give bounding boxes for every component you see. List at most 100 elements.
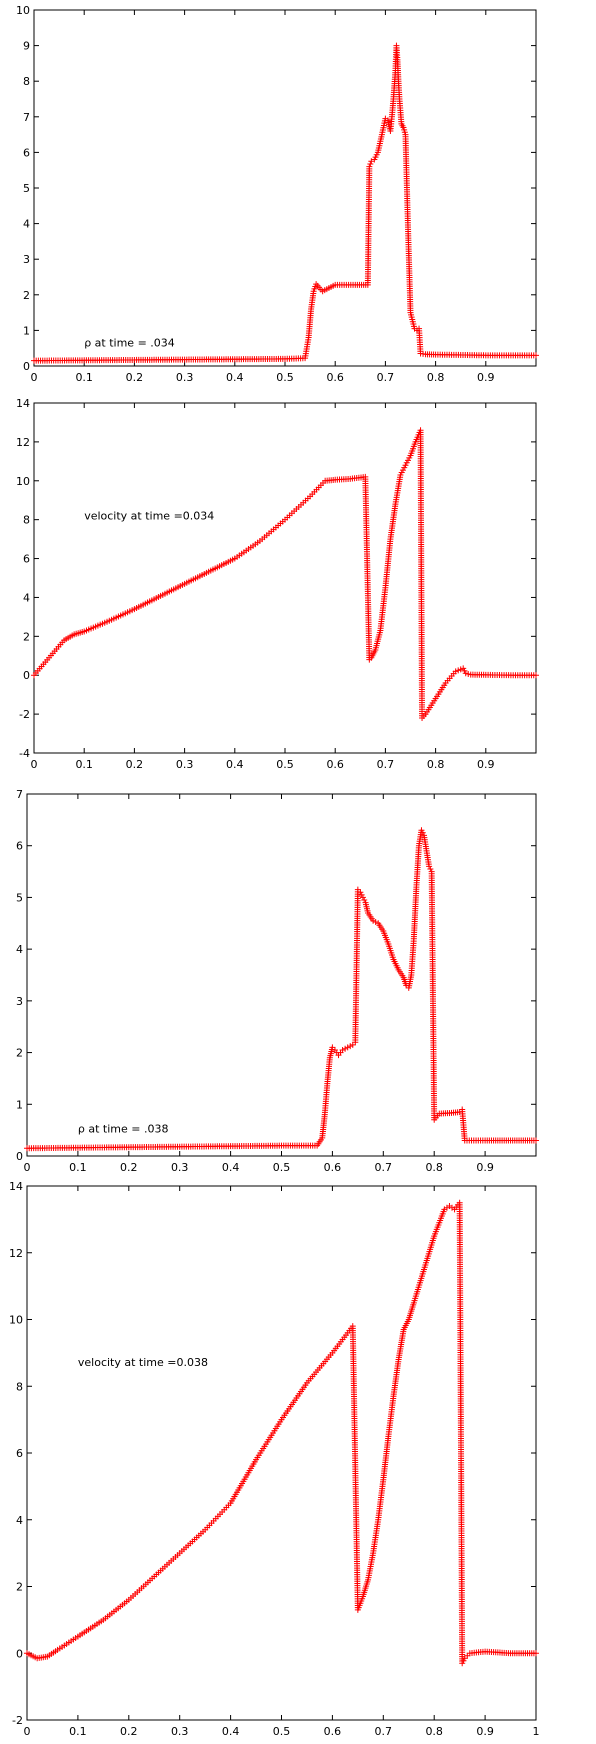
y-tick: 6: [23, 146, 536, 159]
y-tick: 3: [16, 995, 536, 1008]
y-tick-label: 14: [16, 397, 30, 410]
x-tick: 0: [31, 403, 38, 771]
y-tick-label: 6: [16, 1447, 23, 1460]
data-point: [533, 352, 539, 359]
x-tick-label: 0: [31, 758, 38, 771]
x-tick: 0.5: [273, 794, 291, 1174]
y-tick: 10: [16, 475, 536, 488]
x-tick-label: 0.6: [324, 1161, 342, 1174]
x-tick: 0.9: [476, 794, 494, 1174]
x-tick: 0.1: [75, 403, 93, 771]
velocity-chart-t038: 0 0.1 0.2 0.3 0.4 0.5 0.6 0.7 0.8 0.9 1-2024681012…: [9, 1180, 540, 1738]
x-tick: 0.1: [69, 794, 87, 1174]
x-tick-label: 0.7: [377, 371, 395, 384]
data-point: [452, 668, 459, 675]
y-tick: 8: [16, 1380, 536, 1393]
y-tick-label: 14: [9, 1180, 23, 1193]
y-tick-label: -2: [19, 708, 30, 721]
velocity-chart-t034: 0 0.1 0.2 0.3 0.4 0.5 0.6 0.7 0.8 0.9 -4 -2 0 2 4 6 8 10 1…: [16, 397, 539, 771]
y-tick: -2: [12, 1714, 536, 1727]
y-tick-label: 8: [23, 75, 30, 88]
y-tick-label: 12: [9, 1247, 23, 1260]
x-tick-label: 0.9: [476, 1725, 494, 1738]
y-tick: 0: [16, 1150, 536, 1163]
data-point: [464, 1652, 471, 1659]
x-tick-label: 0.7: [375, 1725, 393, 1738]
plot-annotation: ρ at time = .038: [78, 1123, 169, 1136]
y-tick: 14: [16, 397, 536, 410]
y-tick-label: -4: [19, 747, 30, 760]
y-tick-label: 4: [23, 591, 30, 604]
data-series: [24, 827, 539, 1152]
x-tick-label: 0.7: [377, 758, 395, 771]
x-tick: 0.7: [377, 10, 395, 384]
y-tick-label: 9: [23, 40, 30, 53]
data-point: [461, 1655, 468, 1662]
data-point: [418, 827, 425, 834]
plot-frame: [33, 9, 537, 367]
x-tick: 0.4: [226, 10, 244, 384]
y-tick-label: 8: [23, 514, 30, 527]
data-point: [344, 1044, 351, 1051]
data-point: [455, 667, 462, 674]
y-tick: 0: [16, 1647, 536, 1660]
data-point: [427, 865, 434, 872]
x-tick: 0.1: [69, 1186, 87, 1738]
x-tick-label: 0.9: [477, 758, 495, 771]
y-tick-label: 0: [16, 1150, 23, 1163]
y-tick: 12: [16, 436, 536, 449]
y-tick-label: 2: [16, 1047, 23, 1060]
x-tick: 0.6: [324, 1186, 341, 1738]
y-tick: 9: [23, 40, 536, 53]
y-tick-label: 1: [23, 324, 30, 337]
y-tick-label: 10: [16, 475, 30, 488]
x-tick: 0.2: [120, 1186, 138, 1738]
y-tick-label: 2: [16, 1581, 23, 1594]
x-tick-label: 0.4: [226, 371, 244, 384]
x-tick: 0.8: [427, 403, 445, 771]
data-point: [459, 1660, 466, 1667]
x-tick-label: 0.4: [222, 1725, 240, 1738]
y-tick: 8: [23, 75, 536, 88]
x-tick-label: 0.3: [176, 758, 194, 771]
data-point: [426, 863, 433, 870]
y-tick: 4: [16, 943, 536, 956]
y-tick: 2: [16, 1047, 536, 1060]
y-tick-label: 4: [16, 943, 23, 956]
x-tick: 0.6: [326, 403, 344, 771]
y-tick: 5: [23, 182, 536, 195]
y-tick: 7: [16, 788, 536, 801]
data-point: [366, 163, 373, 170]
x-tick: 0.3: [171, 794, 188, 1174]
x-tick-label: 0.6: [326, 371, 344, 384]
data-point: [358, 891, 365, 898]
y-tick-label: 6: [23, 146, 30, 159]
data-series: [31, 427, 539, 721]
y-tick-label: -2: [12, 1714, 23, 1727]
data-point: [368, 158, 375, 165]
data-point: [354, 886, 361, 893]
x-tick: 0.6: [324, 794, 342, 1174]
x-tick-label: 0: [24, 1725, 31, 1738]
x-tick-label: 0.8: [425, 1725, 443, 1738]
y-tick-label: 10: [16, 4, 30, 17]
x-tick-label: 0.1: [69, 1725, 87, 1738]
data-point: [465, 670, 472, 677]
x-tick: 1: [533, 1186, 540, 1738]
plot-frame: [33, 402, 537, 754]
x-tick: 0.1: [75, 10, 93, 384]
data-point: [347, 1043, 354, 1050]
y-tick: 6: [16, 1447, 536, 1460]
x-tick: 0: [24, 1186, 31, 1738]
y-tick-label: 4: [23, 218, 30, 231]
x-tick-label: 0.8: [427, 758, 445, 771]
rho-chart-t034: 0 0.1 0.2 0.3 0.4 0.5 0.6 0.7 0.8 0.9 0 1 2 3 4 5 6 7 8 9 10…: [16, 4, 539, 384]
x-tick-label: 0.5: [273, 1161, 291, 1174]
y-tick: 6: [16, 840, 536, 853]
y-tick: -2: [19, 708, 536, 721]
x-tick-label: 0.8: [427, 371, 445, 384]
x-tick-label: 0.4: [222, 1161, 240, 1174]
data-point: [329, 1044, 336, 1051]
y-tick-label: 5: [23, 182, 30, 195]
x-tick: 0.4: [226, 403, 244, 771]
